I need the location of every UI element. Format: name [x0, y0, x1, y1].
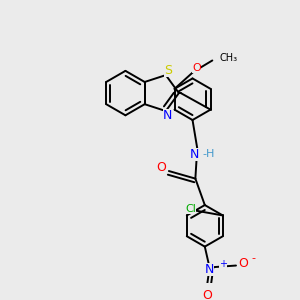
Text: Cl: Cl: [185, 204, 196, 214]
Text: N: N: [163, 109, 172, 122]
Text: O: O: [156, 161, 166, 174]
Text: O: O: [238, 257, 248, 270]
Text: O: O: [202, 289, 211, 300]
Text: S: S: [164, 64, 172, 77]
Text: O: O: [192, 63, 201, 73]
Text: +: +: [219, 259, 227, 269]
Text: N: N: [190, 148, 199, 160]
Text: N: N: [205, 263, 214, 276]
Text: CH₃: CH₃: [220, 52, 238, 63]
Text: -: -: [251, 253, 255, 263]
Text: -H: -H: [202, 149, 215, 159]
